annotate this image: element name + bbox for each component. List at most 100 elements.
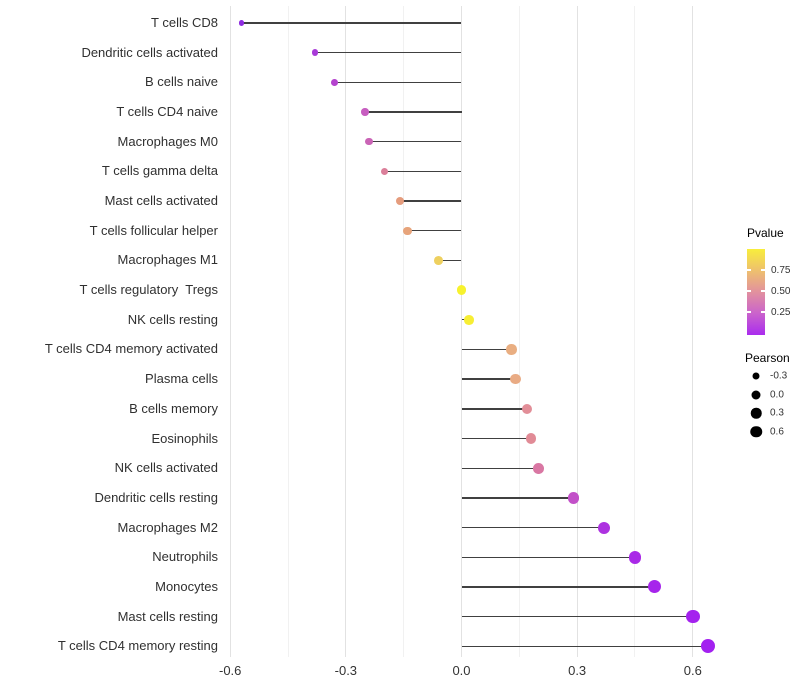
- lollipop-dot: [647, 580, 661, 594]
- lollipop-segment: [461, 556, 635, 558]
- y-axis-label: Neutrophils: [152, 549, 218, 565]
- lollipop-dot: [521, 403, 533, 415]
- lollipop-segment: [368, 141, 462, 143]
- pearson-legend-entry: 0.6: [745, 425, 790, 440]
- y-axis-label: Mast cells resting: [117, 608, 218, 624]
- y-axis-label: T cells CD4 memory resting: [57, 638, 218, 654]
- gridline-major: [345, 6, 347, 657]
- lollipop-dot: [506, 344, 517, 355]
- lollipop-dot: [330, 78, 338, 86]
- lollipop-segment: [461, 526, 605, 529]
- y-axis-label: Eosinophils: [151, 430, 219, 446]
- lollipop-dot: [510, 373, 521, 385]
- y-axis-label: Mast cells activated: [104, 193, 218, 209]
- pearson-legend-dot: [750, 426, 762, 438]
- lollipop-dot: [456, 285, 467, 295]
- lollipop-segment: [461, 497, 574, 499]
- y-axis-label: NK cells resting: [127, 311, 218, 327]
- pvalue-legend-title: Pvalue: [747, 226, 784, 240]
- lollipop-dot: [701, 639, 716, 654]
- pvalue-gradient-tick: [761, 311, 765, 313]
- pearson-legend-label: 0.0: [770, 389, 784, 401]
- pvalue-gradient-tick: [761, 290, 765, 292]
- lollipop-segment: [461, 437, 531, 440]
- lollipop-dot: [395, 197, 404, 206]
- lollipop-dot: [533, 462, 544, 474]
- lollipop-dot: [239, 20, 245, 26]
- lollipop-dot: [403, 226, 412, 235]
- gridline-minor: [634, 6, 636, 657]
- gridline-minor: [287, 6, 289, 657]
- pvalue-gradient-tick: [747, 290, 751, 292]
- pvalue-legend: Pvalue 0.75 0.50 0.25: [747, 226, 790, 335]
- y-axis-label: Macrophages M2: [117, 519, 218, 535]
- lollipop-segment: [365, 111, 462, 113]
- lollipop-dot: [365, 137, 373, 146]
- lollipop-dot: [685, 609, 700, 624]
- pearson-legend-entry: 0.3: [745, 406, 790, 421]
- pearson-legend: Pearson -0.3 0.0 0.3 0.6: [745, 351, 790, 439]
- y-axis-label: B cells naive: [145, 74, 218, 90]
- lollipop-dot: [433, 256, 443, 265]
- gridline-major: [229, 6, 231, 657]
- y-axis-label: Monocytes: [155, 578, 218, 594]
- pvalue-gradient-tick: [747, 311, 751, 313]
- y-axis-label: T cells gamma delta: [101, 163, 218, 179]
- lollipop-dot: [567, 492, 580, 504]
- y-axis-label: Macrophages M1: [117, 252, 218, 268]
- lollipop-segment: [461, 645, 709, 647]
- y-axis-label: Plasma cells: [145, 371, 218, 387]
- y-axis-label: Macrophages M0: [117, 133, 218, 149]
- pearson-legend-entries: -0.3 0.0 0.3 0.6: [745, 369, 790, 439]
- y-axis-label: T cells CD4 naive: [116, 104, 218, 120]
- pearson-legend-label: -0.3: [770, 370, 788, 382]
- y-axis-label: T cells CD8: [151, 15, 218, 30]
- lollipop-segment: [461, 467, 539, 469]
- pearson-legend-entry: 0.0: [745, 388, 790, 403]
- lollipop-segment: [461, 586, 655, 588]
- lollipop-dot: [525, 433, 537, 444]
- x-axis-tick-label: 0.3: [568, 663, 587, 678]
- lollipop-dot: [464, 315, 474, 325]
- pearson-legend-dot: [751, 390, 761, 400]
- lollipop-segment: [461, 615, 693, 618]
- lollipop-segment: [461, 408, 528, 410]
- y-axis-label: T cells CD4 memory activated: [44, 341, 218, 357]
- lollipop-dot: [598, 521, 611, 534]
- lollipop-segment: [241, 22, 462, 24]
- gridline-major: [461, 6, 462, 657]
- lollipop-dot: [311, 49, 319, 56]
- pvalue-tick-label: 0.50: [771, 285, 791, 297]
- lollipop-segment: [407, 230, 462, 232]
- pvalue-gradient-tick: [747, 269, 751, 271]
- y-axis-label: T cells regulatory Tregs: [79, 282, 218, 298]
- pearson-legend-dot: [750, 408, 762, 419]
- y-axis-label: Dendritic cells activated: [81, 44, 218, 60]
- pearson-legend-title: Pearson: [745, 351, 790, 365]
- pvalue-gradient-tick: [761, 269, 765, 271]
- x-axis-tick-label: 0.0: [452, 663, 471, 678]
- lollipop-dot: [628, 550, 642, 564]
- pearson-legend-label: 0.3: [770, 407, 784, 419]
- pvalue-tick-label: 0.75: [771, 264, 791, 276]
- pearson-legend-entry: -0.3: [745, 369, 790, 384]
- gridline-minor: [518, 6, 520, 657]
- lollipop-segment: [438, 259, 462, 262]
- lollipop-segment: [461, 348, 512, 351]
- x-axis-tick-label: -0.3: [334, 663, 358, 678]
- y-axis-label: NK cells activated: [114, 460, 218, 476]
- pvalue-tick-label: 0.25: [771, 307, 791, 319]
- lollipop-segment: [315, 51, 462, 54]
- y-axis-label: Dendritic cells resting: [94, 489, 218, 505]
- pearson-legend-dot: [752, 372, 760, 380]
- pearson-legend-label: 0.6: [770, 426, 784, 438]
- y-axis-label: B cells memory: [129, 400, 218, 416]
- lollipop-dot: [380, 167, 389, 176]
- gridline-major: [576, 6, 578, 657]
- gridline-major: [692, 6, 694, 657]
- x-axis-tick-label: -0.6: [218, 663, 242, 678]
- gridline-minor: [403, 6, 405, 657]
- lollipop-segment: [399, 200, 462, 202]
- lollipop-segment: [384, 170, 462, 173]
